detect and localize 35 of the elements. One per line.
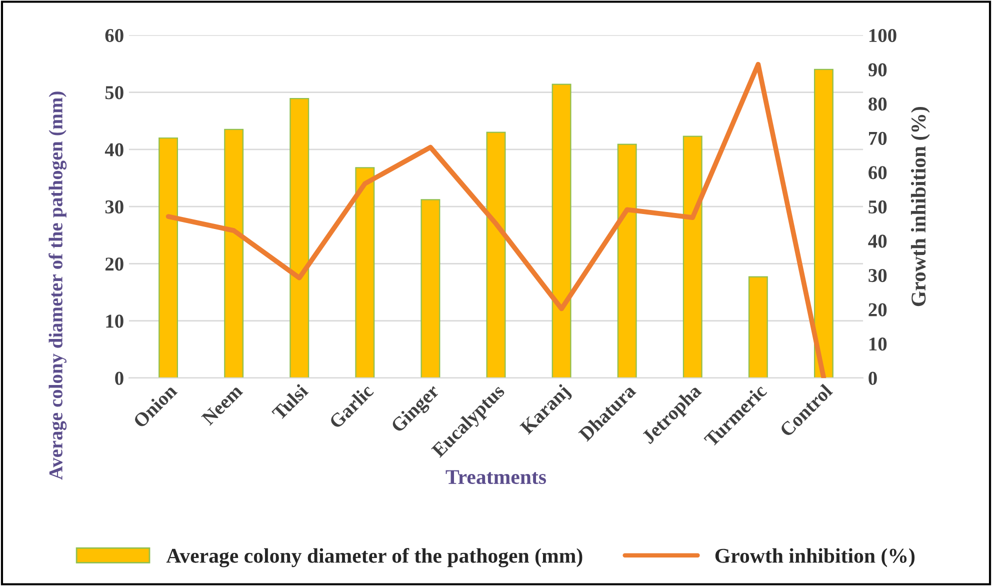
y-tick-label: 50 (105, 86, 124, 100)
bar (224, 128, 244, 378)
y2-tick-label: 40 (868, 234, 887, 248)
y-tick-label: 30 (105, 200, 124, 214)
y2-tick-label: 30 (868, 268, 887, 282)
y2-tick-label: 20 (868, 303, 887, 316)
bar (420, 199, 440, 378)
legend-label: Average colony diameter of the pathogen (mm) (166, 548, 582, 568)
y-tick-label: 40 (104, 143, 124, 156)
bar (486, 132, 506, 378)
y2-tick-label: 80 (868, 98, 887, 111)
y2-tick-label: 10 (869, 338, 887, 351)
line-series (166, 62, 826, 378)
bar (355, 167, 375, 378)
y2-axis-title: Growth inhibition (%) (910, 106, 930, 306)
y-axis-title: Average colony diameter of the pathogen (mm) (48, 92, 67, 480)
y2-tick-label: 50 (868, 200, 887, 214)
x-axis-title: Treatments (446, 470, 546, 484)
bar (617, 144, 637, 378)
y2-tick-label: 70 (869, 132, 887, 145)
y-tick-label: 10 (106, 314, 124, 328)
bar (158, 137, 178, 378)
bar (814, 68, 834, 378)
bar (682, 136, 702, 378)
bar (552, 84, 572, 378)
y-tick-label: 20 (105, 258, 124, 271)
y2-tick-label: 60 (868, 166, 887, 180)
bar (748, 276, 768, 378)
legend-label: Growth inhibition (%) (715, 548, 915, 568)
y2-tick-label: 100 (869, 28, 896, 42)
y2-tick-label: 90 (868, 63, 887, 76)
y-tick-label: 60 (105, 28, 124, 42)
y-tick-label: 0 (115, 372, 124, 385)
y2-tick-label: 0 (868, 372, 877, 385)
bar (290, 98, 310, 378)
